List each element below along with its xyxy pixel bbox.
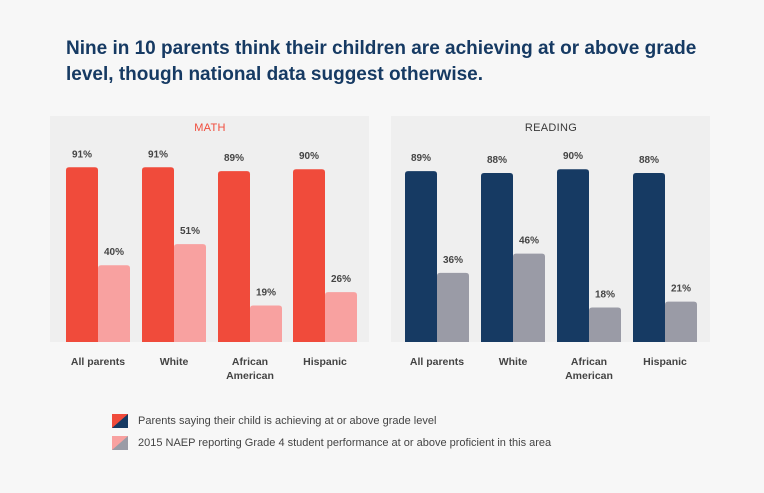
reading-value-label-parents-0: 89% [411, 153, 431, 164]
legend: Parents saying their child is achieving … [112, 410, 551, 454]
math-panel-title: MATH [194, 122, 226, 134]
math-value-label-naep-0: 40% [104, 247, 124, 258]
math-value-label-parents-3: 90% [299, 151, 319, 162]
reading-bar-parents-0 [405, 171, 437, 342]
math-bar-parents-1 [142, 167, 174, 342]
legend-swatch-parents [112, 414, 128, 428]
chart-title: Nine in 10 parents think their children … [66, 38, 697, 85]
reading-panel-title: READING [524, 122, 578, 134]
reading-category-label-3: Hispanic [643, 356, 687, 368]
math-bar-parents-3 [293, 169, 325, 342]
reading-category-label-0: All parents [409, 356, 465, 368]
math-value-label-parents-1: 91% [148, 149, 168, 160]
math-bar-naep-3 [325, 292, 357, 342]
legend-label-parents: Parents saying their child is achieving … [138, 415, 437, 427]
reading-value-label-naep-0: 36% [443, 255, 463, 266]
reading-value-label-parents-2: 90% [563, 151, 583, 162]
math-value-label-naep-2: 19% [256, 288, 276, 299]
math-category-label-1: White [159, 356, 189, 368]
reading-bar-naep-3 [665, 301, 697, 342]
reading-value-label-naep-2: 18% [595, 289, 615, 300]
math-bar-naep-1 [174, 244, 206, 342]
math-bar-parents-2 [218, 171, 250, 342]
reading-value-label-parents-3: 88% [639, 155, 659, 166]
math-bar-naep-2 [250, 305, 282, 342]
math-category-label-2: African American [226, 356, 274, 382]
reading-value-label-parents-1: 88% [487, 155, 507, 166]
legend-label-naep: 2015 NAEP reporting Grade 4 student perf… [138, 437, 552, 449]
math-value-label-naep-1: 51% [180, 226, 200, 237]
math-value-label-parents-2: 89% [224, 153, 244, 164]
legend-item-naep: 2015 NAEP reporting Grade 4 student perf… [112, 432, 551, 454]
math-value-label-naep-3: 26% [331, 274, 351, 285]
reading-bar-naep-0 [437, 272, 469, 342]
legend-swatch-naep [112, 436, 128, 450]
reading-category-label-2: African American [565, 356, 613, 382]
math-bar-naep-0 [98, 265, 130, 342]
math-category-label-3: Hispanic [303, 356, 347, 368]
math-value-label-parents-0: 91% [72, 149, 92, 160]
math-category-label-0: All parents [70, 356, 126, 368]
reading-category-label-1: White [498, 356, 528, 368]
reading-value-label-naep-3: 21% [671, 284, 691, 295]
reading-bar-parents-1 [481, 173, 513, 342]
reading-bar-parents-2 [557, 169, 589, 342]
reading-bar-naep-1 [513, 253, 545, 342]
math-bar-parents-0 [66, 167, 98, 342]
legend-item-parents: Parents saying their child is achieving … [112, 410, 551, 432]
reading-bar-naep-2 [589, 307, 621, 342]
reading-bar-parents-3 [633, 173, 665, 342]
reading-value-label-naep-1: 46% [519, 236, 539, 247]
